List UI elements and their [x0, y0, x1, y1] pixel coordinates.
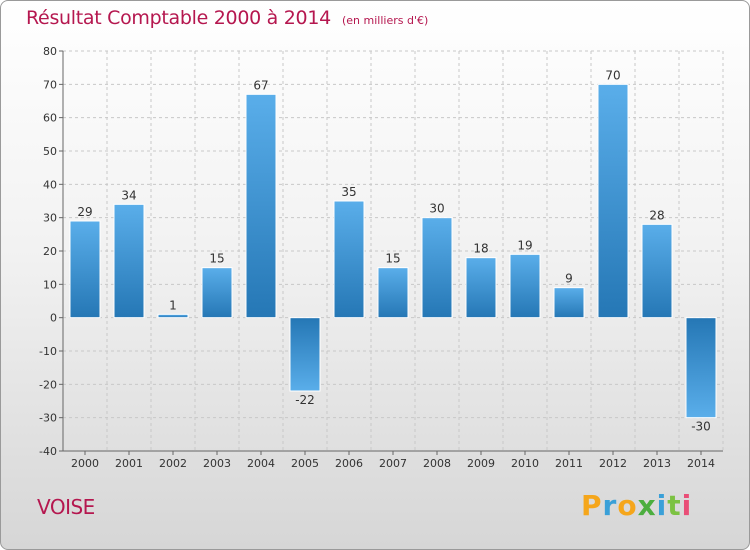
chart-title: Résultat Comptable 2000 à 2014 (en milli… — [26, 7, 428, 29]
bar-2013 — [641, 223, 673, 319]
bar-2000 — [69, 220, 101, 319]
y-tick-label: 80 — [43, 45, 57, 58]
data-labels: 29 34 1 15 67 -22 35 15 30 18 19 9 70 28 -30 — [77, 68, 710, 433]
y-tick-label: -10 — [39, 345, 57, 358]
bars — [69, 83, 717, 419]
y-tick-label: -30 — [39, 412, 57, 425]
bar-2004 — [245, 93, 277, 319]
data-label-2011: 9 — [565, 272, 573, 286]
bar-2008 — [421, 217, 453, 319]
y-tick-label: 50 — [43, 145, 57, 158]
x-tick-label: 2010 — [511, 457, 539, 470]
bar-2010 — [509, 253, 541, 319]
y-tick-label: -40 — [39, 445, 57, 458]
unit-text: (en milliers d'€) — [341, 14, 429, 27]
y-tick-label: 10 — [43, 278, 57, 291]
bar-2009 — [465, 257, 497, 319]
y-tick-label: 0 — [50, 312, 57, 325]
data-label-2001: 34 — [121, 188, 136, 202]
data-label-2009: 18 — [473, 242, 488, 256]
x-tick-label: 2005 — [291, 457, 319, 470]
bar-2006 — [333, 200, 365, 319]
data-label-2005: -22 — [295, 393, 315, 407]
bar-2002 — [157, 313, 189, 319]
bar-2003 — [201, 267, 233, 319]
y-tick-label: 30 — [43, 212, 57, 225]
data-label-2007: 15 — [385, 252, 400, 266]
bar-2012 — [597, 83, 629, 319]
data-label-2010: 19 — [517, 238, 532, 252]
data-label-2002: 1 — [169, 298, 177, 312]
x-tick-label: 2011 — [555, 457, 583, 470]
axes: -40 -30 -20 -10 0 10 20 30 40 50 60 70 80 2000 2001 200… — [39, 45, 723, 470]
bar-2007 — [377, 267, 409, 319]
bar-2011 — [553, 287, 585, 319]
data-label-2013: 28 — [649, 208, 664, 222]
commune-name: VOISE — [37, 495, 95, 519]
data-label-2014: -30 — [691, 420, 711, 434]
x-tick-label: 2008 — [423, 457, 451, 470]
y-tick-label: 70 — [43, 78, 57, 91]
x-tick-label: 2002 — [159, 457, 187, 470]
x-tick-label: 2007 — [379, 457, 407, 470]
x-tick-label: 2000 — [71, 457, 99, 470]
x-tick-label: 2014 — [687, 457, 715, 470]
x-tick-label: 2004 — [247, 457, 275, 470]
bar-2005 — [289, 317, 321, 392]
x-tick-label: 2001 — [115, 457, 143, 470]
y-tick-label: 40 — [43, 178, 57, 191]
y-tick-label: 60 — [43, 112, 57, 125]
x-tick-label: 2003 — [203, 457, 231, 470]
data-label-2003: 15 — [209, 252, 224, 266]
title-text: Résultat Comptable 2000 à 2014 — [26, 7, 331, 29]
data-label-2004: 67 — [253, 78, 268, 92]
data-label-2006: 35 — [341, 185, 356, 199]
data-label-2012: 70 — [605, 68, 620, 82]
x-tick-label: 2012 — [599, 457, 627, 470]
x-tick-label: 2013 — [643, 457, 671, 470]
bar-2014 — [685, 317, 717, 419]
x-tick-label: 2006 — [335, 457, 363, 470]
y-tick-label: 20 — [43, 245, 57, 258]
data-label-2008: 30 — [429, 202, 444, 216]
x-tick-label: 2009 — [467, 457, 495, 470]
bar-2001 — [113, 203, 145, 319]
data-label-2000: 29 — [77, 205, 92, 219]
y-tick-label: -20 — [39, 378, 57, 391]
proxiti-logo: Proxiti — [581, 489, 693, 522]
